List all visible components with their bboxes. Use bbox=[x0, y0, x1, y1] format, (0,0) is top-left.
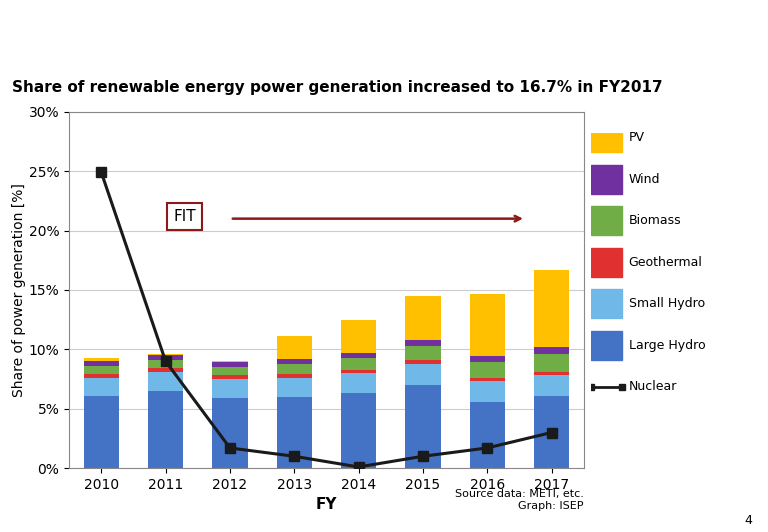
Text: PV: PV bbox=[628, 131, 644, 144]
Bar bbox=[534, 372, 569, 376]
Bar bbox=[276, 363, 312, 375]
Text: Geothermal: Geothermal bbox=[628, 256, 703, 269]
Bar bbox=[534, 396, 569, 468]
Bar bbox=[276, 397, 312, 468]
X-axis label: FY: FY bbox=[316, 497, 337, 512]
Bar bbox=[534, 347, 569, 354]
Bar bbox=[341, 353, 376, 358]
Bar bbox=[84, 396, 119, 468]
Bar bbox=[84, 366, 119, 375]
Bar bbox=[212, 376, 247, 379]
Bar bbox=[212, 398, 247, 468]
Bar bbox=[469, 356, 505, 362]
Bar bbox=[591, 123, 622, 152]
Text: 4: 4 bbox=[745, 514, 753, 527]
Bar bbox=[591, 331, 622, 360]
Bar bbox=[469, 362, 505, 378]
Bar bbox=[469, 294, 505, 356]
Bar bbox=[212, 379, 247, 398]
Text: Nuclear: Nuclear bbox=[628, 380, 677, 393]
Text: Share of renewable energy power generation increased to 16.7% in FY2017: Share of renewable energy power generati… bbox=[12, 80, 662, 95]
Text: Wind: Wind bbox=[628, 173, 660, 186]
Bar bbox=[84, 375, 119, 378]
Bar bbox=[591, 206, 622, 235]
Bar bbox=[212, 362, 247, 367]
Bar bbox=[341, 393, 376, 468]
Bar bbox=[469, 378, 505, 381]
Bar bbox=[341, 358, 376, 370]
Bar bbox=[406, 363, 441, 385]
Bar bbox=[148, 391, 184, 468]
Y-axis label: Share of power generation [%]: Share of power generation [%] bbox=[12, 183, 26, 397]
Text: FIT: FIT bbox=[174, 209, 196, 224]
Bar bbox=[534, 376, 569, 396]
Bar bbox=[84, 358, 119, 361]
Text: Trends of Renewable Electricity Supply in Japan: Trends of Renewable Electricity Supply i… bbox=[12, 22, 685, 47]
Bar bbox=[406, 360, 441, 363]
Bar bbox=[212, 361, 247, 362]
Bar bbox=[276, 336, 312, 359]
Bar bbox=[148, 360, 184, 368]
Bar bbox=[406, 340, 441, 346]
Bar bbox=[341, 320, 376, 353]
Bar bbox=[212, 367, 247, 376]
Bar bbox=[276, 378, 312, 397]
Text: Small Hydro: Small Hydro bbox=[628, 297, 705, 310]
Bar bbox=[148, 368, 184, 372]
Bar bbox=[406, 346, 441, 360]
Bar bbox=[341, 370, 376, 373]
Bar bbox=[276, 359, 312, 363]
Bar bbox=[84, 361, 119, 366]
Bar bbox=[406, 385, 441, 468]
Bar bbox=[534, 270, 569, 347]
Bar bbox=[148, 372, 184, 391]
Bar bbox=[84, 378, 119, 396]
Bar bbox=[591, 289, 622, 318]
Bar bbox=[534, 354, 569, 372]
Bar bbox=[406, 296, 441, 340]
Text: Large Hydro: Large Hydro bbox=[628, 339, 705, 352]
Text: Source data: METI, etc.
Graph: ISEP: Source data: METI, etc. Graph: ISEP bbox=[455, 489, 584, 511]
Bar bbox=[341, 373, 376, 393]
Bar bbox=[591, 165, 622, 194]
Bar bbox=[148, 355, 184, 360]
Bar bbox=[276, 375, 312, 378]
Text: Biomass: Biomass bbox=[628, 214, 681, 227]
Bar bbox=[469, 402, 505, 468]
Bar bbox=[148, 354, 184, 355]
Bar bbox=[469, 381, 505, 402]
Bar bbox=[591, 248, 622, 277]
